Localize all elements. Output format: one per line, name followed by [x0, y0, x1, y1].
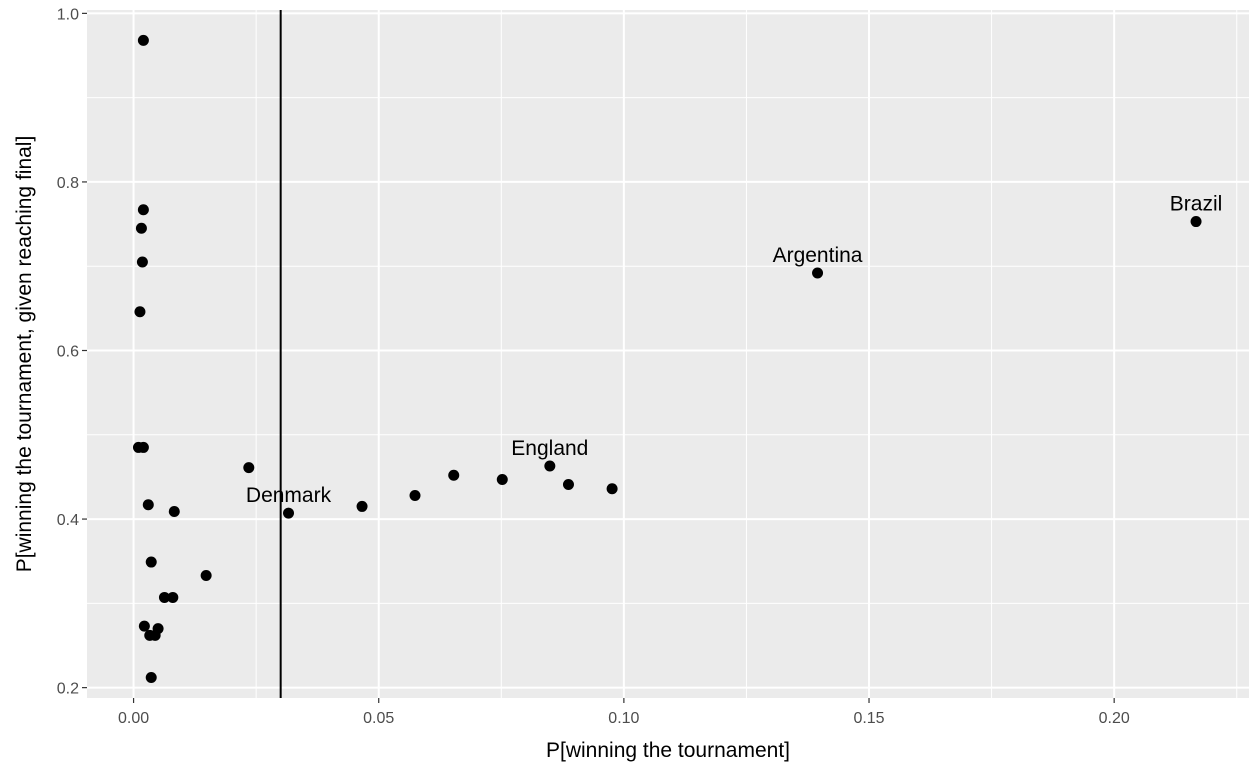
y-axis-ticks: 0.2 0.4 0.6 0.8 1.0: [57, 6, 87, 698]
x-tick-label: 0.05: [363, 710, 394, 727]
data-point: [200, 570, 212, 582]
y-tick-label: 0.4: [57, 512, 79, 529]
data-point: [134, 306, 146, 318]
data-point: [356, 500, 368, 512]
data-point: [135, 222, 147, 234]
x-tick-label: 0.20: [1099, 710, 1130, 727]
data-point: [145, 672, 157, 684]
data-point: [158, 591, 170, 603]
data-point: [243, 462, 255, 474]
data-points: [132, 34, 1202, 684]
point-label: England: [511, 437, 588, 460]
x-tick-label: 0.15: [853, 710, 884, 727]
point-labels: Denmark England Argentina Brazil: [246, 193, 1222, 508]
data-point: [606, 483, 618, 495]
y-axis-title: P[winning the tournament, given reaching…: [13, 136, 36, 573]
x-axis-title: P[winning the tournament]: [546, 739, 790, 762]
data-point: [167, 591, 179, 603]
y-tick-label: 0.6: [57, 344, 79, 361]
y-tick-label: 0.8: [57, 175, 79, 192]
y-tick-label: 0.2: [57, 681, 79, 698]
data-point: [137, 34, 149, 46]
data-point: [142, 499, 154, 511]
data-point: [283, 507, 295, 519]
data-point: [496, 473, 508, 485]
data-point: [137, 204, 149, 216]
data-point: [562, 479, 574, 491]
point-label: Denmark: [246, 484, 332, 507]
data-point: [136, 256, 148, 268]
y-tick-label: 1.0: [57, 6, 79, 23]
point-label: Brazil: [1170, 193, 1223, 216]
data-point: [149, 629, 161, 641]
plot-panel: [87, 10, 1249, 698]
data-point: [138, 620, 150, 632]
data-point: [448, 469, 460, 481]
x-tick-label: 0.10: [608, 710, 639, 727]
data-point: [137, 441, 149, 453]
data-point: [812, 267, 824, 279]
data-point: [409, 489, 421, 501]
point-label: Argentina: [773, 244, 863, 267]
data-point: [544, 460, 556, 472]
x-axis-ticks: 0.00 0.05 0.10 0.15 0.20: [118, 698, 1130, 727]
data-point: [145, 556, 157, 568]
data-point: [1190, 216, 1202, 228]
x-tick-label: 0.00: [118, 710, 149, 727]
data-point: [168, 505, 180, 517]
